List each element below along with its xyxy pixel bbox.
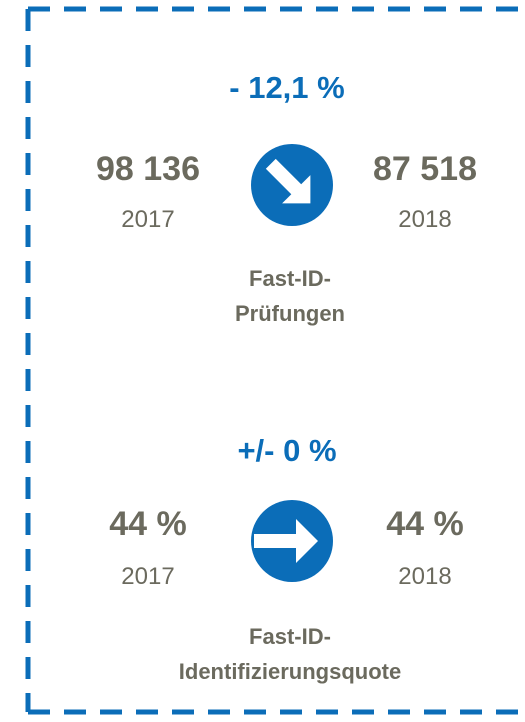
label-line: Fast-ID-: [249, 266, 331, 291]
change: - 12,1 %: [229, 70, 344, 105]
change: +/- 0 %: [237, 433, 336, 468]
year-left: 2017: [121, 563, 174, 590]
label-line: Prüfungen: [235, 301, 345, 326]
year-right: 2018: [398, 563, 451, 590]
block: - 12,1 % 98 136 2017 87 518 2018 Fast-ID…: [96, 70, 477, 326]
arrow-icon: [251, 144, 333, 226]
year-right: 2018: [398, 206, 451, 233]
value-left: 44 %: [109, 505, 187, 543]
year-left: 2017: [121, 206, 174, 233]
value-right: 44 %: [386, 505, 464, 543]
dashed-border: [25, 6, 525, 715]
value-left: 98 136: [96, 150, 200, 188]
label-line: Identifizierungsquote: [179, 659, 401, 684]
label-line: Fast-ID-: [249, 624, 331, 649]
value-right: 87 518: [373, 150, 477, 188]
block: +/- 0 % 44 % 2017 44 % 2018 Fast-ID- Ide…: [109, 433, 464, 684]
arrow-icon: [251, 500, 333, 582]
